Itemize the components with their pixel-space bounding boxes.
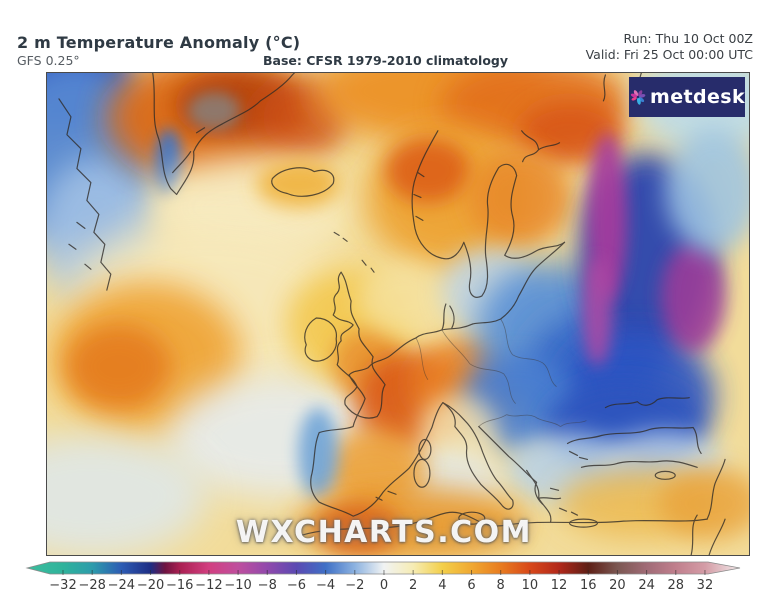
run-time-label: Run: Thu 10 Oct 00Z [623, 31, 753, 46]
anomaly-region-north-sea-mild [358, 262, 450, 334]
metdesk-starburst-icon [630, 90, 646, 105]
model-label: GFS 0.25° [17, 53, 80, 68]
metdesk-logo: metdesk [629, 77, 745, 117]
coast-white-sea [521, 130, 561, 163]
coast-continental-west [310, 323, 474, 517]
wxcharts-watermark: WXCHARTS.COM [235, 515, 532, 550]
colorbar-tick-label: −32 [49, 578, 76, 593]
colorbar-tick-label: −28 [78, 578, 105, 593]
coast-italy [442, 402, 514, 510]
colorbar-tick-label: −24 [108, 578, 135, 593]
coast-denmark [441, 303, 455, 331]
coast-crete [568, 518, 599, 528]
climatology-base-label: Base: CFSR 1979-2010 climatology [263, 53, 509, 68]
coastline-paths [58, 73, 726, 555]
metdesk-logo-text: metdesk [650, 86, 745, 108]
coast-balearics [375, 490, 397, 501]
coast-sicily [458, 511, 486, 525]
colorbar-tick-label: 20 [609, 578, 626, 593]
coast-great-britain [332, 271, 386, 419]
colorbar-tick-label: 28 [668, 578, 685, 593]
anomaly-region-portugal-cool [298, 407, 339, 500]
anomaly-region-russia-extreme-cold-east [661, 242, 726, 352]
colorbar-canvas: −32 −28 −24 −20 −16 −12 −10 −8 −6 −4 −2 0 2 4 6 8 10 12 16… [25, 561, 741, 593]
coast-norway-fjords [413, 171, 425, 221]
colorbar-tick-label: −20 [137, 578, 164, 593]
coast-shetland [361, 259, 375, 273]
coast-labrador [58, 98, 112, 291]
colorbar-gradient-bar [25, 561, 741, 575]
valid-time-label: Valid: Fri 25 Oct 00:00 UTC [585, 47, 753, 62]
anomaly-region-norway-hot-spot [386, 138, 470, 203]
anomaly-region-west-atlantic-hot-core [66, 324, 171, 409]
colorbar-tick-label: 0 [380, 578, 388, 593]
coast-corsica [418, 438, 432, 460]
coast-greenland-fjords [172, 127, 206, 174]
anomaly-region-russia-extreme-cold-streak-south [582, 257, 613, 367]
coast-iceland [271, 167, 335, 197]
anomaly-region-southwest-cool [47, 434, 207, 555]
coast-turkey-north [566, 426, 702, 455]
colorbar-tick-label: −10 [224, 578, 251, 593]
coast-marmara [568, 450, 589, 460]
colorbar-tick-label: −8 [258, 578, 277, 593]
coast-labrador-islands [68, 221, 92, 270]
coast-adriatic [478, 425, 544, 505]
map-canvas [47, 73, 749, 555]
colorbar-tick-label: 32 [697, 578, 714, 593]
anomaly-region-northeast-cool-edge [665, 128, 749, 253]
colorbar-tick-label: 16 [580, 578, 597, 593]
anomaly-region-iceland-warm [256, 160, 341, 209]
anomaly-region-finland-warm [468, 149, 573, 246]
coast-nile-levant [690, 458, 726, 555]
page-title: 2 m Temperature Anomaly (°C) [17, 33, 301, 52]
anomaly-region-greenland-icecap-gray [187, 91, 242, 130]
colorbar-tick-label: −4 [316, 578, 335, 593]
anomaly-map: WXCHARTS.COM metdesk [46, 72, 750, 556]
colorbar-tick-label: 12 [551, 578, 568, 593]
colorbar-tick-label: 4 [438, 578, 446, 593]
coast-ireland [304, 317, 338, 362]
colorbar-tick-label: −16 [166, 578, 193, 593]
colorbar-tick-label: 2 [409, 578, 417, 593]
colorbar-tick-label: 8 [497, 578, 505, 593]
coast-sardinia [413, 458, 431, 488]
coast-scandinavia [411, 130, 566, 298]
colorbar-tick-label: 6 [467, 578, 475, 593]
coast-cyprus [654, 470, 676, 480]
colorbar-tick-label: −2 [345, 578, 364, 593]
coast-baltic-east [472, 241, 566, 325]
colorbar-tick-label: −6 [287, 578, 306, 593]
coast-black-sea-north [604, 397, 690, 409]
country-borders [415, 318, 587, 427]
coast-greece [526, 469, 579, 523]
coast-north-africa [301, 511, 708, 536]
coast-faroe [333, 231, 348, 242]
colorbar-tick-label: 10 [522, 578, 539, 593]
coast-greenland [152, 73, 295, 196]
colorbar-tick-label: −12 [195, 578, 222, 593]
run-valid-block: Run: Thu 10 Oct 00Z Valid: Fri 25 Oct 00… [586, 31, 753, 63]
colorbar-tick-label: 24 [638, 578, 655, 593]
coast-turkey-south [580, 460, 698, 468]
temperature-colorbar: −32 −28 −24 −20 −16 −12 −10 −8 −6 −4 −2 0 2 4 6 8 10 12 16… [0, 556, 770, 614]
